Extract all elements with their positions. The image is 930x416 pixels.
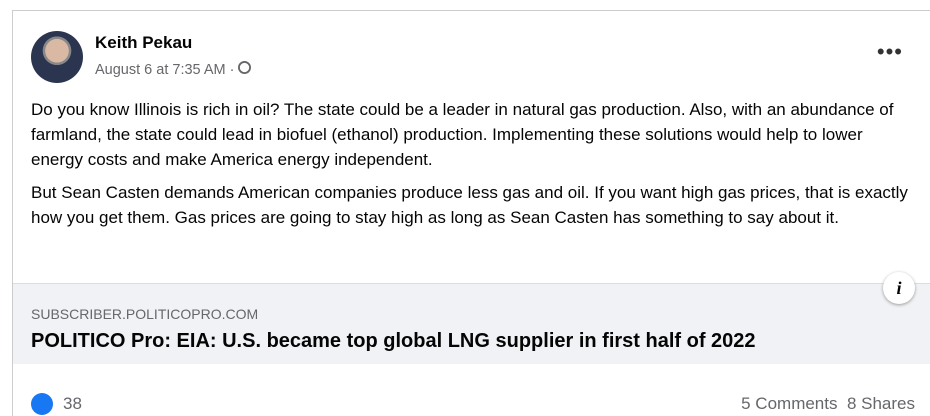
page: Keith Pekau August 6 at 7:35 AM · ••• Do… <box>0 0 930 415</box>
comments[interactable]: 5 Comments <box>741 394 837 413</box>
link-title[interactable]: POLITICO Pro: EIA: U.S. became top globa… <box>31 330 756 353</box>
post-text: Do you know Illinois is rich in oil? The… <box>31 97 916 238</box>
reaction-count[interactable]: 38 <box>63 394 82 414</box>
globe-icon <box>238 61 251 74</box>
shares[interactable]: 8 Shares <box>847 394 915 413</box>
timestamp-text[interactable]: August 6 at 7:35 AM · <box>95 62 238 78</box>
author[interactable]: Keith Pekau <box>95 33 192 53</box>
engagement: 5 Comments 8 Shares <box>741 394 915 414</box>
paragraph: But Sean Casten demands American compani… <box>31 180 916 230</box>
like-icon[interactable] <box>31 393 53 415</box>
paragraph: Do you know Illinois is rich in oil? The… <box>31 97 916 172</box>
link-domain: SUBSCRIBER.POLITICOPRO.COM <box>31 306 258 322</box>
more-button[interactable]: ••• <box>877 39 903 65</box>
timestamp[interactable]: August 6 at 7:35 AM · <box>95 61 251 78</box>
info-button[interactable]: i <box>883 272 915 304</box>
post-card: Keith Pekau August 6 at 7:35 AM · ••• Do… <box>12 10 930 416</box>
link-preview[interactable]: i SUBSCRIBER.POLITICOPRO.COM POLITICO Pr… <box>13 283 930 364</box>
avatar[interactable] <box>31 31 83 83</box>
